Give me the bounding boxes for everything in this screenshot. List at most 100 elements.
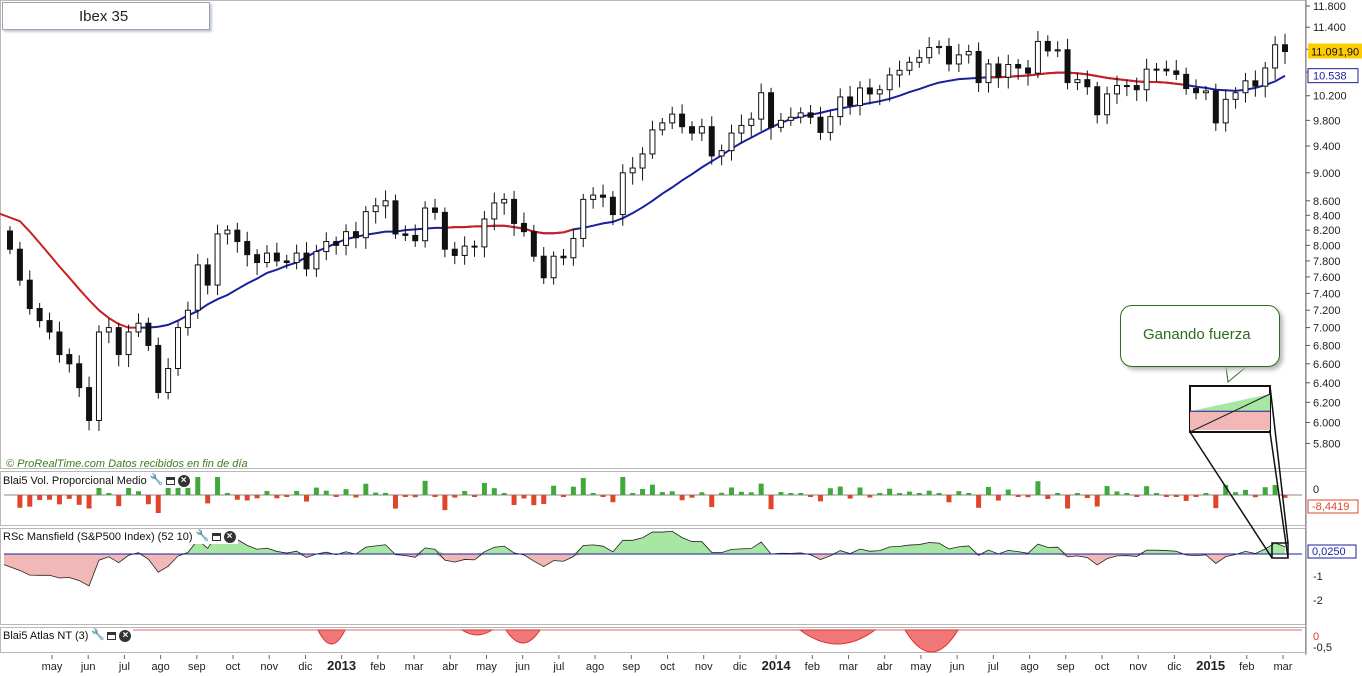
- atlas-dip: [317, 629, 346, 645]
- candle-body: [511, 198, 518, 224]
- vol-bar: [570, 486, 576, 495]
- vol-bar: [590, 493, 596, 495]
- candle-body: [985, 63, 992, 84]
- candle: [214, 224, 221, 296]
- last-price-badge: [1308, 43, 1362, 59]
- atlas-dip: [460, 629, 494, 636]
- candle-body: [362, 211, 369, 239]
- window-icon[interactable]: [165, 476, 175, 485]
- candle-body: [876, 89, 883, 95]
- price-tick-label: 9.000: [1313, 168, 1341, 180]
- vol-bar: [867, 495, 873, 498]
- candle-body: [688, 126, 695, 134]
- candle: [234, 222, 241, 253]
- vol-bar: [472, 495, 478, 497]
- vol-bar: [600, 495, 606, 497]
- close-icon[interactable]: ×: [119, 629, 132, 642]
- ma-line-blue-segment: [138, 71, 1286, 329]
- wrench-icon[interactable]: 🔧: [149, 474, 164, 486]
- vol-bar: [1272, 485, 1278, 495]
- candle: [965, 44, 972, 64]
- candle: [461, 236, 468, 265]
- candle: [175, 321, 182, 376]
- candle-body: [1034, 40, 1041, 74]
- vol-bar: [392, 495, 398, 509]
- candle: [847, 85, 854, 115]
- candle-body: [679, 113, 686, 128]
- vol-bar: [560, 495, 566, 497]
- price-tick-label: 7.200: [1313, 305, 1341, 317]
- candle: [1143, 58, 1150, 102]
- price-tick-label: 8.400: [1313, 210, 1341, 222]
- close-icon[interactable]: ×: [177, 474, 190, 487]
- window-icon[interactable]: [211, 532, 221, 541]
- candle: [194, 253, 201, 319]
- candle: [95, 325, 102, 432]
- chart-title[interactable]: Ibex 35: [2, 2, 210, 30]
- vol-bar: [699, 492, 705, 495]
- candle-body: [204, 264, 211, 286]
- candle: [590, 187, 597, 209]
- vol-bar: [1124, 493, 1130, 495]
- candle: [955, 43, 962, 73]
- candle: [1005, 54, 1012, 89]
- price-tick-label: 6.800: [1313, 340, 1341, 352]
- candle: [708, 116, 715, 165]
- vol-bar: [116, 495, 122, 507]
- vol-indicator-header: Blai5 Vol. Proporcional Medio 🔧 ×: [3, 473, 192, 488]
- candle-body: [36, 308, 43, 322]
- candle: [738, 114, 745, 144]
- vol-bar: [610, 495, 616, 503]
- window-icon[interactable]: [107, 631, 117, 640]
- vol-bar: [353, 495, 359, 498]
- candle: [1183, 67, 1190, 95]
- close-icon[interactable]: ×: [223, 530, 236, 543]
- candle-body: [718, 150, 725, 157]
- ma-line-red-segment: [0, 212, 139, 329]
- candle-body: [273, 252, 280, 262]
- candle: [1104, 86, 1111, 125]
- vol-bar: [906, 491, 912, 495]
- candle: [1074, 72, 1081, 91]
- candle: [244, 231, 251, 267]
- vol-bar: [659, 492, 665, 495]
- vol-bar: [244, 495, 250, 501]
- vol-bar: [857, 487, 863, 495]
- atlas-nt-area: 0-0,5: [4, 629, 1332, 654]
- candle-body: [530, 231, 537, 257]
- rsc-indicator-header: RSc Mansfield (S&P500 Index) (52 10) 🔧 ×: [3, 529, 238, 544]
- vol-bar: [1065, 495, 1071, 509]
- candle-body: [728, 132, 735, 152]
- zoom-annotation: [1189, 366, 1289, 559]
- wrench-icon[interactable]: 🔧: [91, 629, 106, 641]
- price-tick-label: 6.200: [1313, 397, 1341, 409]
- time-tick-label: 2014: [762, 658, 792, 673]
- candle-body: [975, 50, 982, 84]
- candle-body: [1025, 67, 1032, 74]
- candle-body: [392, 200, 399, 235]
- candle: [1173, 59, 1180, 80]
- panel-frames: [0, 0, 1307, 655]
- candle: [392, 194, 399, 239]
- vol-bar: [491, 488, 497, 495]
- vol-bar: [768, 495, 774, 510]
- vol-bar: [649, 484, 655, 495]
- candle: [145, 317, 152, 352]
- candle-body: [293, 252, 300, 264]
- time-tick-label: may: [911, 661, 932, 673]
- candle: [352, 221, 359, 249]
- candle: [659, 117, 666, 136]
- candle: [520, 212, 527, 237]
- wrench-icon[interactable]: 🔧: [195, 530, 210, 542]
- price-tick-label: 6.000: [1313, 418, 1341, 430]
- candle: [1212, 83, 1219, 131]
- candle-body: [1015, 64, 1022, 69]
- price-tick-label: 10.200: [1313, 91, 1347, 103]
- candle: [945, 37, 952, 72]
- candle: [1113, 75, 1120, 104]
- candle: [609, 191, 616, 226]
- vol-bar: [224, 493, 230, 495]
- candle-body: [916, 57, 923, 63]
- candle: [629, 157, 636, 185]
- candle-body: [125, 331, 132, 356]
